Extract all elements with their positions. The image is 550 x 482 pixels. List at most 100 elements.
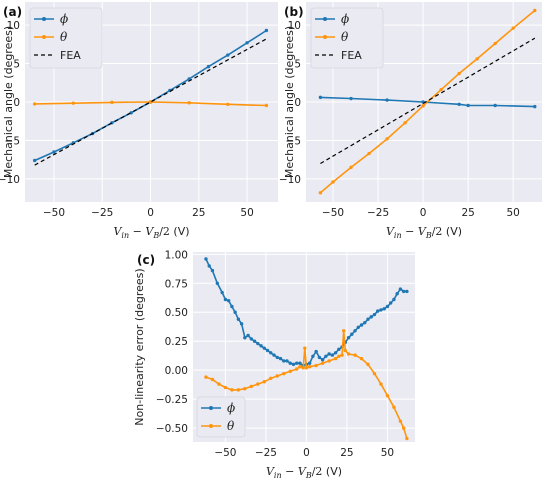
x-axis-label-c: Vin − VB/2 (V) — [266, 465, 342, 480]
y-tick-label: 0.00 — [165, 365, 188, 377]
data-point-phi — [493, 103, 497, 108]
series-a — [32, 28, 269, 166]
data-point-phi — [372, 312, 377, 317]
data-point-theta — [337, 354, 341, 358]
legend-label-fea: FEA — [341, 49, 362, 62]
y-tick-label: 10 — [288, 20, 301, 32]
y-tick-label: −0.50 — [156, 423, 188, 435]
y-tick-labels-c: −0.50 −0.25 0.00 0.25 0.50 0.75 1.00 — [156, 249, 188, 435]
data-point-phi — [265, 348, 270, 353]
series-c — [204, 257, 409, 441]
data-point-theta — [288, 369, 292, 374]
data-point-theta — [307, 364, 312, 369]
legend-label-fea: FEA — [60, 49, 81, 62]
y-tick-label: −10 — [279, 174, 301, 186]
data-point-theta — [343, 348, 348, 353]
data-point-phi — [278, 356, 283, 361]
data-point-phi — [311, 354, 315, 358]
y-tick-label: 1.00 — [165, 249, 188, 261]
data-point-phi — [215, 281, 220, 285]
y-tick-labels-b: −10 −5 0 5 10 — [279, 20, 301, 186]
data-point-phi — [314, 349, 318, 354]
data-point-phi — [210, 268, 215, 273]
data-point-theta — [367, 151, 371, 156]
data-point-phi — [382, 307, 386, 311]
x-tick-label: −25 — [91, 207, 113, 219]
data-point-theta — [303, 346, 307, 350]
data-point-theta — [349, 165, 353, 170]
legend-marker-phi — [209, 406, 213, 410]
legend-label-theta: θ — [227, 419, 235, 433]
data-point-theta — [71, 101, 75, 105]
data-point-phi — [226, 298, 231, 303]
data-point-theta — [318, 191, 323, 195]
data-point-theta — [304, 366, 309, 370]
data-point-phi — [207, 264, 211, 268]
legend-b: ϕθ FEA — [310, 7, 384, 69]
data-point-phi — [282, 359, 286, 363]
y-tick-label: −5 — [286, 135, 301, 147]
data-point-theta — [217, 382, 221, 386]
legend-a: ϕθ FEA — [29, 7, 103, 69]
data-point-theta — [421, 104, 425, 108]
legend-marker-phi — [323, 17, 327, 21]
legend-marker-theta — [42, 35, 46, 39]
series-b — [318, 8, 537, 195]
data-point-theta — [187, 101, 191, 105]
data-point-phi — [320, 358, 325, 362]
data-point-phi — [324, 354, 328, 358]
data-point-phi — [245, 41, 249, 45]
data-point-theta — [269, 376, 273, 380]
data-point-phi — [346, 336, 351, 340]
data-point-phi — [317, 355, 322, 360]
data-point-phi — [243, 336, 247, 340]
y-tick-labels-a: −10 −5 0 5 10 — [0, 20, 20, 186]
x-axis-label-b: Vin − VB/2 (V) — [386, 225, 462, 240]
x-tick-label: 0 — [303, 447, 310, 459]
y-tick-label: 0.25 — [165, 336, 188, 348]
x-tick-label: 25 — [192, 207, 205, 219]
data-point-phi — [262, 346, 266, 350]
x-tick-label: 25 — [340, 447, 353, 459]
data-point-phi — [307, 361, 312, 365]
y-tick-label: 0.50 — [165, 307, 188, 319]
data-point-phi — [220, 290, 224, 295]
data-point-theta — [359, 356, 364, 361]
y-tick-label: −0.25 — [156, 394, 188, 406]
data-point-phi — [239, 322, 244, 326]
data-point-phi — [223, 297, 228, 302]
data-point-theta — [403, 121, 407, 125]
legend-label-theta: θ — [341, 30, 349, 44]
data-point-theta — [372, 371, 377, 376]
data-point-theta — [275, 374, 279, 378]
data-point-theta — [264, 103, 269, 108]
data-point-theta — [249, 384, 254, 389]
x-axis-label-a: Vin − VB/2 (V) — [113, 225, 189, 240]
data-point-phi — [226, 53, 230, 57]
y-tick-label: 0 — [13, 97, 20, 109]
y-tick-label: 10 — [7, 20, 20, 32]
data-point-phi — [363, 320, 367, 325]
data-point-phi — [350, 332, 354, 336]
x-tick-label: −25 — [367, 207, 389, 219]
data-point-phi — [259, 344, 263, 348]
data-point-phi — [233, 310, 237, 314]
data-point-theta — [346, 352, 351, 356]
legend-marker-theta — [209, 424, 213, 428]
data-point-theta — [511, 26, 515, 30]
data-point-phi — [272, 353, 276, 357]
y-axis-label-a: Mechanical angle (degrees) — [2, 26, 15, 178]
data-point-phi — [295, 361, 299, 365]
data-point-phi — [264, 28, 269, 33]
data-point-phi — [366, 317, 370, 321]
series-line-fea — [320, 37, 536, 165]
data-point-phi — [298, 361, 302, 365]
x-tick-label: −50 — [214, 447, 236, 459]
data-point-theta — [223, 385, 228, 390]
data-point-phi — [533, 104, 537, 109]
x-tick-labels-c: −50 −25 0 25 50 — [214, 447, 394, 459]
series-line-fea — [34, 38, 267, 166]
legend-c: ϕθ — [196, 396, 246, 438]
